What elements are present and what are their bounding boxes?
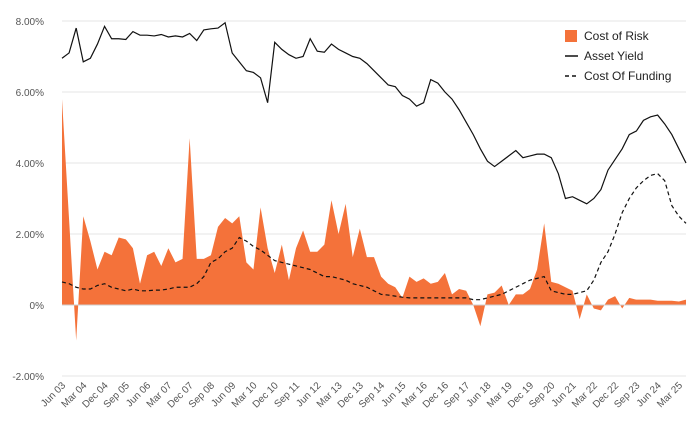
series-line-asset-yield [61,21,687,205]
series-line-cost-of-funding [61,172,687,301]
legend-item-cost-of-risk: Cost of Risk [565,29,650,43]
y-tick-label: 0% [30,301,45,312]
legend-label-cost-of-risk: Cost of Risk [584,29,650,43]
legend-swatch-cost-of-risk [565,30,577,42]
y-tick-label: -2.00% [12,372,44,383]
y-tick-label: 2.00% [16,230,44,241]
series-area-cost-of-risk [62,99,686,341]
y-tick-label: 8.00% [16,17,44,28]
y-tick-label: 4.00% [16,159,44,170]
line-series-layer [61,21,687,301]
y-tick-label: 6.00% [16,88,44,99]
legend: Cost of Risk Asset Yield Cost Of Funding [565,29,671,83]
legend-label-cost-of-funding: Cost Of Funding [584,69,671,83]
y-axis-tick-labels: -2.00% 0% 2.00% 4.00% 6.00% 8.00% [12,17,44,383]
legend-item-asset-yield: Asset Yield [565,49,643,63]
cost-of-risk-area-layer [62,99,686,341]
legend-item-cost-of-funding: Cost Of Funding [565,69,671,83]
legend-label-asset-yield: Asset Yield [584,49,643,63]
